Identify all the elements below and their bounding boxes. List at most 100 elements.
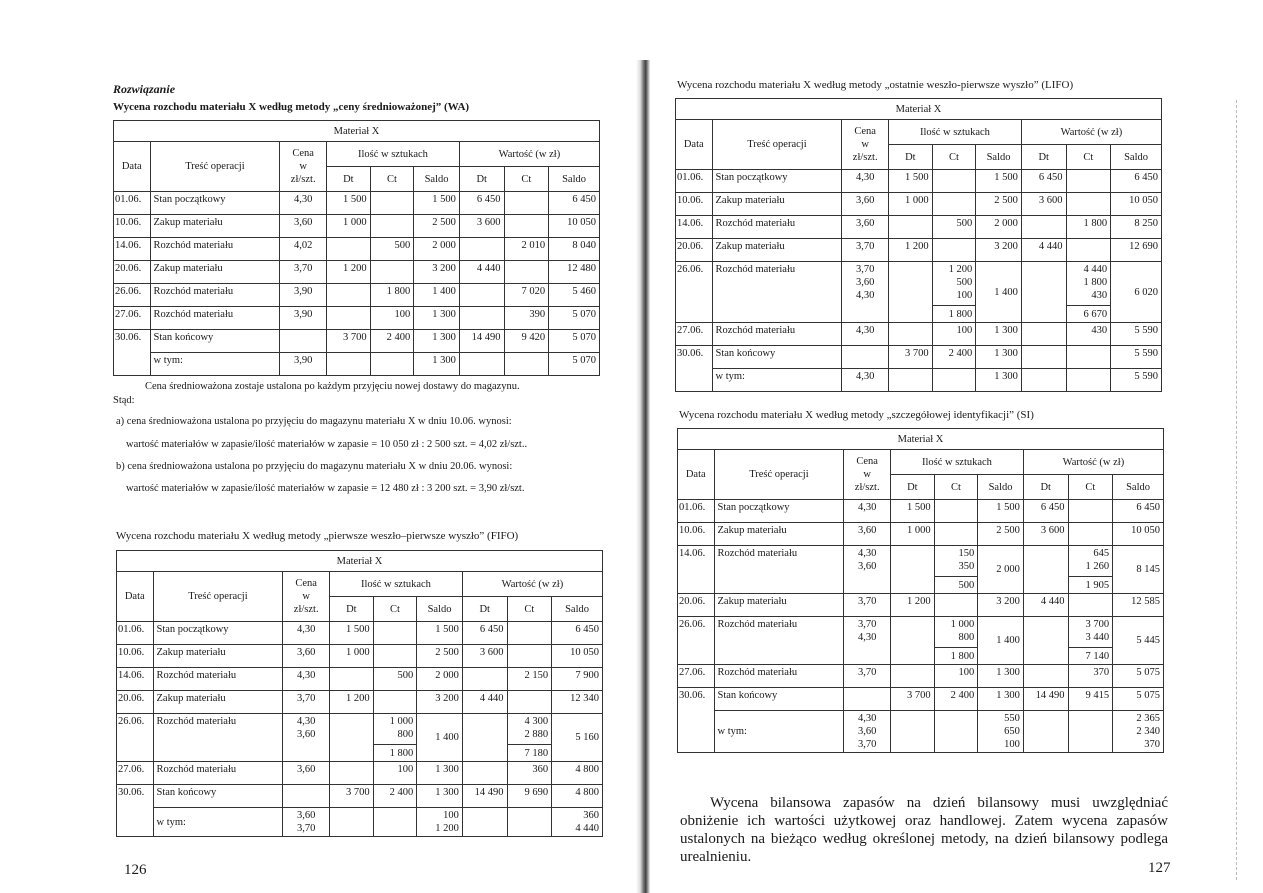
cell-date: 20.06. — [675, 238, 713, 262]
cell-qty-saldo-line: 1 400 — [432, 286, 456, 297]
cell-description: Rozchód materiału — [711, 261, 843, 323]
cell-description: Rozchód materiału — [713, 664, 845, 688]
table-row: 14.06. Rozchód materiału 4,30 3,60 150 350 500… — [677, 545, 1164, 594]
cell-qty-dt-line: 1 000 — [343, 217, 367, 228]
cell-qty-dt: 1 200 — [890, 593, 935, 617]
cell-value-ct: 9 420 — [503, 329, 550, 353]
cell-qty-saldo: 550 650 100 — [977, 710, 1024, 753]
cell-qty-saldo-line: 550 — [1004, 713, 1020, 724]
cell-qty-ct — [933, 593, 979, 617]
cell-qty-ct: 500 — [372, 667, 418, 691]
cell-price-line: 3,60 — [856, 218, 875, 229]
cell-value-saldo: 8 040 — [548, 237, 600, 261]
material-title: Materiał X — [116, 550, 603, 572]
cell-qty-saldo: 100 1 200 — [416, 807, 463, 837]
cell-qty-dt: 1 500 — [329, 621, 374, 645]
cell-price-line: 3,60 — [858, 726, 877, 737]
cell-qty-dt — [329, 713, 374, 762]
cell-qty-dt — [890, 710, 935, 753]
cell-qty-saldo: 2 500 — [413, 214, 460, 238]
header-price-line: w — [302, 591, 310, 602]
cell-qty-dt — [888, 322, 933, 346]
cell-date: 27.06. — [677, 664, 715, 688]
table-wa: Materiał X Data Treść operacji Cena w zł/szt.… — [113, 120, 601, 376]
cell-value-dt: 3 600 — [458, 214, 505, 238]
cell-qty-ct — [369, 352, 415, 376]
cell-qty-dt: 1 200 — [329, 690, 374, 714]
table-row: 26.06. Rozchód materiału 3,70 4,30 1 000 800 1… — [677, 616, 1164, 665]
cell-date: 27.06. — [113, 306, 151, 330]
cell-qty-dt: 1 200 — [326, 260, 371, 284]
cell-price-line: 3,70 — [297, 693, 316, 704]
cell-date: 30.06. — [116, 784, 154, 808]
cell-qty-ct-line: 500 — [397, 670, 414, 681]
header-qty-ct: Ct — [931, 144, 977, 170]
cell-date: 14.06. — [675, 215, 713, 239]
table-row: w tym: 4,30 1 300 5 590 — [675, 368, 1162, 392]
cell-value-ct-line: 3 440 — [1085, 632, 1110, 643]
cell-value-saldo-line: 4 440 — [575, 823, 599, 834]
cell-qty-ct-total: 1 800 — [373, 744, 417, 761]
cell-price: 4,30 — [841, 169, 890, 193]
cell-value-dt — [458, 352, 505, 376]
cell-qty-saldo: 1 300 — [413, 329, 460, 353]
cell-value-dt-line: 6 450 — [479, 624, 504, 635]
cell-price: 3,70 — [279, 260, 328, 284]
cell-description: Stan końcowy — [152, 784, 284, 808]
cell-qty-dt — [326, 237, 371, 261]
cell-value-saldo-line: 5 070 — [572, 309, 596, 320]
cell-value-saldo-line: 12 690 — [1129, 241, 1158, 252]
cell-price-line: 3,90 — [294, 309, 313, 320]
cell-price-line: 3,60 — [294, 217, 313, 228]
cell-value-ct-line: 1 800 — [1083, 277, 1108, 288]
header-price-line: Cena — [856, 456, 878, 467]
cell-description: Stan początkowy — [152, 621, 284, 645]
cell-qty-saldo: 1 300 — [975, 322, 1022, 346]
header-price-line: w — [863, 469, 871, 480]
cell-value-dt-line: 3 600 — [476, 217, 501, 228]
cell-value-saldo-line: 5 160 — [575, 732, 599, 743]
formula-b: wartość materiałów w zapasie/ilość mater… — [126, 483, 525, 494]
table-row: 20.06. Zakup materiału 3,70 1 200 3 200 4 440… — [675, 238, 1162, 262]
cell-value-ct-line: 1 260 — [1085, 561, 1110, 572]
header-date: Data — [675, 119, 713, 170]
cell-value-saldo: 7 900 — [551, 667, 603, 691]
cell-value-saldo-line: 360 — [583, 810, 599, 821]
cell-value-saldo: 12 340 — [551, 690, 603, 714]
cell-value-dt: 6 450 — [458, 191, 505, 215]
cell-value-ct-line: 4 440 — [1083, 264, 1108, 275]
header-price-line: Cena — [295, 578, 317, 589]
cell-date: 30.06. — [677, 687, 715, 711]
cell-value-ct — [1065, 368, 1112, 392]
cell-qty-saldo-line: 3 200 — [432, 263, 456, 274]
cell-value-dt — [458, 283, 505, 307]
table-row: 10.06. Zakup materiału 3,60 1 000 2 500 3 600… — [113, 214, 600, 238]
cell-value-saldo: 5 070 — [548, 352, 600, 376]
cell-value-dt — [461, 807, 508, 837]
cell-qty-ct: 2 400 — [931, 345, 977, 369]
cell-price-line: 4,30 — [297, 716, 316, 727]
cell-value-saldo-line: 5 445 — [1136, 635, 1160, 646]
cell-date: 14.06. — [116, 667, 154, 691]
cell-value-ct-total: 6 670 — [1066, 305, 1111, 322]
cell-qty-ct — [372, 621, 418, 645]
cell-value-ct — [1067, 593, 1114, 617]
cell-value-dt — [458, 306, 505, 330]
cell-qty-dt-line: 1 200 — [907, 596, 931, 607]
header-value: Wartość (w zł) — [458, 141, 601, 167]
cell-qty-ct-line: 350 — [958, 561, 975, 572]
header-value-ct: Ct — [1065, 144, 1112, 170]
cell-value-saldo: 10 050 — [1110, 192, 1162, 216]
cell-qty-saldo: 1 500 — [413, 191, 460, 215]
cell-price-line: 4,30 — [856, 290, 875, 301]
cell-qty-ct-line: 2 400 — [948, 348, 973, 359]
header-description: Treść operacji — [149, 141, 281, 192]
cell-price: 4,30 — [282, 667, 331, 691]
cell-value-ct — [1065, 169, 1112, 193]
header-value: Wartość (w zł) — [1020, 119, 1163, 145]
cell-value-dt-line: 3 600 — [1038, 195, 1063, 206]
table-row: 30.06. Stan końcowy 3 700 2 400 1 300 14 490 9… — [113, 329, 600, 353]
cell-value-dt — [458, 237, 505, 261]
table-row: 27.06. Rozchód materiału 3,90 100 1 300 390 5 … — [113, 306, 600, 330]
cell-qty-saldo-line: 1 300 — [432, 309, 456, 320]
